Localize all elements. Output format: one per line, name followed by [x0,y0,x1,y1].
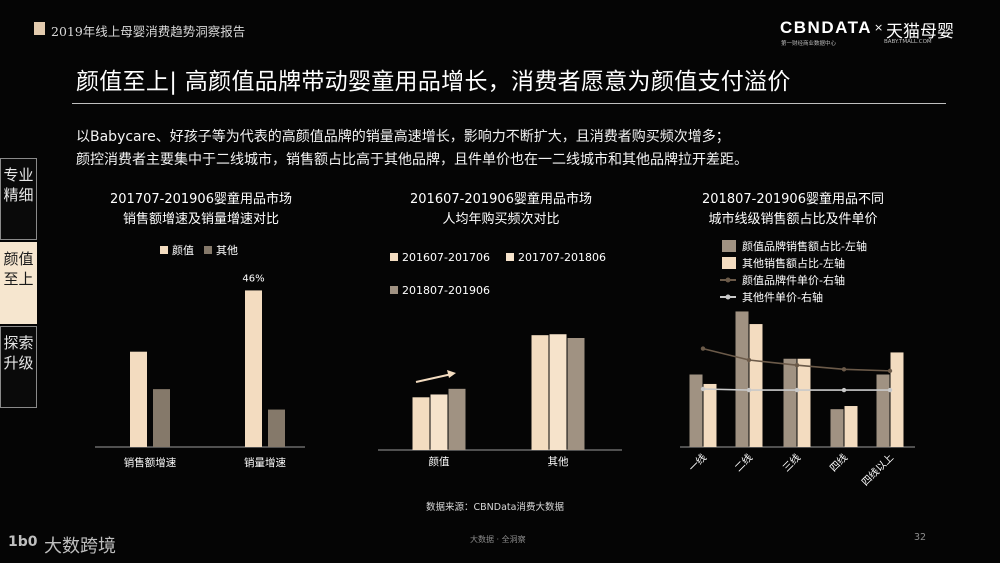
chart-2-title: 201607-201906婴童用品市场 人均年购买频次对比 [396,190,606,230]
description-line-1: 以Babycare、好孩子等为代表的高颜值品牌的销量高速增长，影响力不断扩大，且… [76,129,730,145]
chart-3-legend-item-2-label: 其他销售额占比-左轴 [742,256,845,270]
cbndata-logo: CBNDATA [780,18,873,37]
chart-3-bar [703,383,717,447]
side-nav-item-appearance[interactable]: 颜值 至上 [0,242,37,324]
chart-3-legend-item-4-label: 其他件单价-右轴 [742,290,823,304]
chart-3-line-point [700,386,706,392]
data-source: 数据来源：CBNData消费大数据 [426,502,564,513]
chart-3-legend-item-2-swatch [722,257,736,269]
chart-2-bar [412,397,430,450]
side-nav-label: 专业 [3,166,34,184]
chart-3-legend-item-1-swatch [722,240,736,252]
chart-1-data-label: 46% [242,273,264,284]
chart-1-legend-item-1-swatch [160,246,168,254]
chart-3-bar [783,358,797,447]
chart-3-bar [830,409,844,447]
page-title: 颜值至上| 高颜值品牌带动婴童用品增长，消费者愿意为颜值支付溢价 [76,69,791,95]
chart-3-legend-item-4-swatch-dot [725,294,731,300]
chart-1-legend-item-1-label: 颜值 [172,244,194,257]
chart-3-category-label: 一线 [686,451,709,474]
side-nav-label: 探索 [3,334,34,352]
footer-tagline: 大数据 · 全洞察 [470,535,526,544]
chart-1-category-label: 销量增速 [244,456,286,469]
chart-3-line-point [841,367,847,372]
chart-2-legend-item-2-label: 201707-201806 [518,251,606,264]
chart-3-title-line-1: 201807-201906婴童用品不同 [702,192,884,207]
tmall-baby-subtitle: BABY.TMALL.COM [884,39,932,45]
chart-2-trend-arrowhead [447,370,456,378]
chart-3-bar [876,374,890,447]
chart-3-legend-item-1-label: 颜值品牌销售额占比-左轴 [742,239,867,253]
footer-logo: 1b0 大数跨境 [8,530,138,557]
brand-separator: × [874,21,884,34]
chart-3-title-line-2: 城市线级销售额占比及件单价 [708,212,878,227]
chart-2-bar [567,338,585,450]
chart-3-bar [735,311,749,447]
chart-3-bar [797,358,811,447]
side-nav-label: 升级 [3,354,34,372]
chart-1-category-label: 销售额增速 [124,456,177,469]
brand-logos: CBNDATA 第一财经商业数据中心 × 天猫母婴 BABY.TMALL.COM [780,18,970,48]
footer-logo-text: 大数跨境 [44,536,116,557]
chart-1-legend-item-2-label: 其他 [216,244,238,257]
page-number: 32 [914,532,927,543]
chart-3-category-label: 二线 [732,451,755,474]
chart-1-title-line-1: 201707-201906婴童用品市场 [110,192,292,207]
chart-3-bar [844,406,858,447]
chart-3-line-point [794,387,800,393]
chart-2-bar [430,394,448,450]
chart-1-title-line-2: 销售额增速及销量增速对比 [122,212,279,227]
chart-3-line-point [887,368,893,374]
chart-1-bar [130,351,147,447]
title-divider [72,103,946,104]
chart-3-legend-item-3-label: 颜值品牌件单价-右轴 [742,273,845,287]
side-nav-label: 至上 [3,270,34,288]
chart-1-bar [153,389,170,447]
cbndata-subtitle: 第一财经商业数据中心 [781,41,837,47]
report-title: 2019年线上母婴消费趋势洞察报告 [51,24,246,39]
chart-1-title: 201707-201906婴童用品市场 销售额增速及销量增速对比 [96,190,306,230]
chart-3-line-point [887,387,893,393]
side-nav-item-professional[interactable]: 专业 精细 [0,158,37,240]
side-nav-item-explore[interactable]: 探索 升级 [0,326,37,408]
side-nav: 专业 精细 颜值 至上 探索 升级 [0,158,37,410]
chart-3-bar [890,352,904,447]
chart-3-title: 201807-201906婴童用品不同 城市线级销售额占比及件单价 [688,190,898,230]
chart-2-trend-arrow [415,373,453,383]
chart-3-line-point [746,387,752,393]
chart-1-legend-item-2-swatch [204,246,212,254]
chart-1-bar [245,290,262,447]
chart-2-bar [531,335,549,450]
chart-2-bar [549,334,567,450]
chart-2-legend-item-3-label: 201807-201906 [402,284,490,297]
chart-2-legend-item-2-swatch [506,253,514,261]
chart-3-bar [749,324,763,447]
chart-3-line-point [746,357,752,363]
chart-2-title-line-2: 人均年购买频次对比 [442,212,560,227]
chart-2-title-line-1: 201607-201906婴童用品市场 [410,192,592,207]
chart-3-category-label: 四线 [827,451,850,474]
chart-1-bar [268,409,285,447]
chart-2-legend-item-1-swatch [390,253,398,261]
description: 以Babycare、好孩子等为代表的高颜值品牌的销量高速增长，影响力不断扩大，且… [76,126,748,172]
chart-2-category-label: 颜值 [429,455,450,468]
report-badge [34,22,45,35]
chart-2-legend-item-1-label: 201607-201706 [402,251,490,264]
chart-2-legend-item-3-swatch [390,286,398,294]
chart-2-category-label: 其他 [548,455,569,468]
side-nav-label: 颜值 [3,250,34,268]
chart-3-line-point [794,362,800,368]
chart-3-bar [689,374,703,447]
chart-3-legend-item-3-swatch-dot [725,277,731,283]
chart-3-category-label: 四线以上 [859,451,896,488]
footer-logo-mark: 1b0 [8,534,38,550]
side-nav-label: 精细 [3,186,34,204]
chart-3-line-point [841,387,847,393]
chart-2-bar [448,388,466,450]
chart-3-line-point [700,346,706,351]
chart-3-category-label: 三线 [780,451,803,474]
tmall-baby-logo: 天猫母婴 [886,22,954,42]
description-line-2: 颜控消费者主要集中于二线城市，销售额占比高于其他品牌，且件单价也在一二线城市和其… [76,152,748,168]
